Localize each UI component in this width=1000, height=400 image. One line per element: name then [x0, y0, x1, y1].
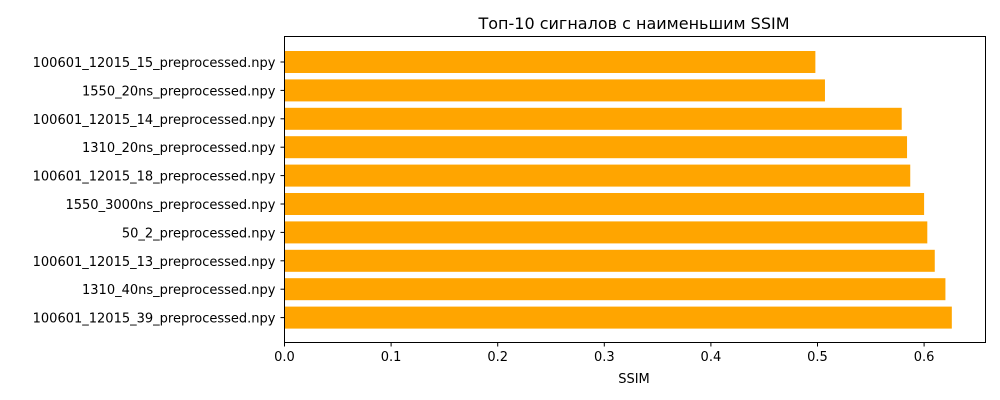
bar-10: [284, 306, 952, 329]
x-tick-label: 0.1: [381, 350, 402, 365]
x-axis-ticks: 0.0 0.1 0.2 0.3 0.4 0.5 0.6: [274, 342, 935, 365]
y-tick-label: 1310_40ns_preprocessed.npy: [82, 283, 276, 298]
bar-2: [284, 79, 825, 102]
bar-3: [284, 107, 902, 130]
x-tick-label: 0.0: [274, 350, 295, 365]
x-tick-label: 0.5: [807, 350, 828, 365]
x-tick-label: 0.3: [594, 350, 615, 365]
bars-group: [284, 51, 952, 329]
bar-5: [284, 164, 911, 187]
y-tick-label: 100601_12015_14_preprocessed.npy: [33, 113, 276, 128]
y-tick-label: 50_2_preprocessed.npy: [122, 226, 276, 241]
x-tick-label: 0.4: [701, 350, 722, 365]
y-axis-ticks: 100601_12015_15_preprocessed.npy 1550_20n…: [33, 56, 285, 327]
y-tick-label: 100601_12015_15_preprocessed.npy: [33, 56, 276, 71]
bar-8: [284, 249, 935, 272]
y-tick-label: 100601_12015_39_preprocessed.npy: [33, 312, 276, 327]
plot-frame: [284, 36, 986, 343]
bar-6: [284, 193, 925, 215]
bar-4: [284, 136, 908, 159]
y-tick-label: 100601_12015_13_preprocessed.npy: [33, 255, 276, 270]
x-tick-label: 0.6: [914, 350, 935, 365]
chart-title: Топ-10 сигналов с наименьшим SSIM: [477, 14, 789, 33]
bar-1: [284, 51, 816, 73]
x-axis-title: SSIM: [618, 372, 650, 387]
y-tick-label: 1550_3000ns_preprocessed.npy: [65, 198, 275, 213]
bar-9: [284, 278, 946, 301]
bar-7: [284, 221, 928, 244]
x-tick-label: 0.2: [487, 350, 508, 365]
y-tick-label: 1550_20ns_preprocessed.npy: [82, 84, 276, 99]
y-tick-label: 100601_12015_18_preprocessed.npy: [33, 170, 276, 185]
y-tick-label: 1310_20ns_preprocessed.npy: [82, 141, 276, 156]
